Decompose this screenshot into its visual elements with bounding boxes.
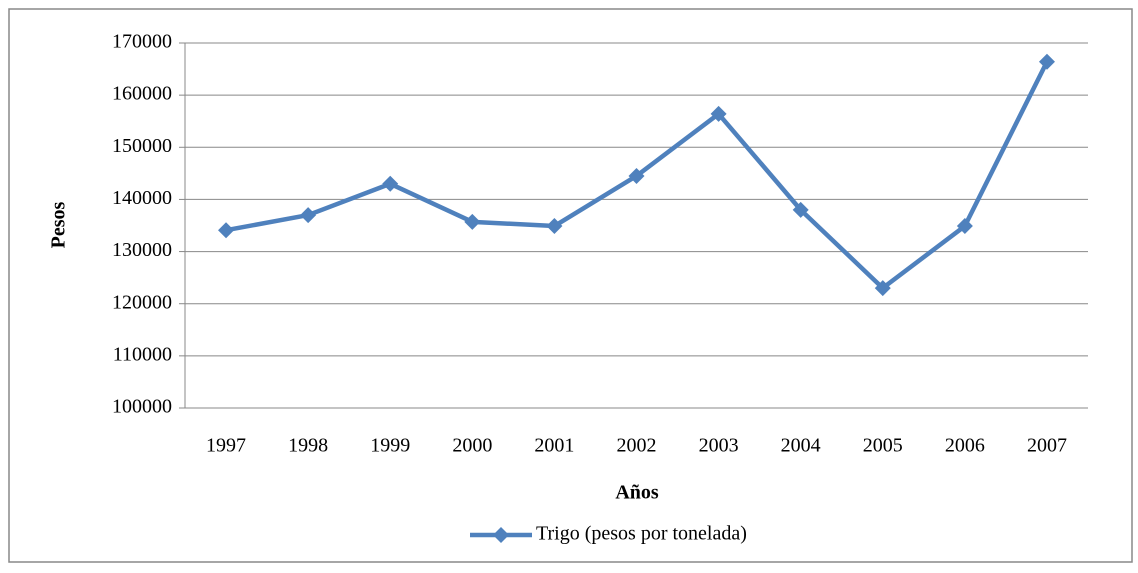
marker [300, 207, 317, 224]
marker [874, 280, 891, 297]
x-tick-label: 2004 [781, 435, 821, 457]
chart-frame [8, 8, 1133, 563]
marker [1038, 53, 1055, 70]
x-tick-label: 2005 [863, 435, 903, 457]
y-tick-label: 110000 [113, 343, 172, 365]
legend-label: Trigo (pesos por tonelada) [536, 523, 747, 545]
x-tick-label: 2002 [617, 435, 657, 457]
y-tick-label: 120000 [112, 291, 172, 313]
y-tick-label: 130000 [112, 239, 172, 261]
marker [792, 201, 809, 218]
x-tick-label: 1998 [288, 435, 328, 457]
marker [628, 167, 645, 184]
x-tick-label: 2003 [699, 435, 739, 457]
marker [710, 105, 727, 122]
x-tick-label: 1997 [206, 435, 246, 457]
x-tick-label: 2001 [534, 435, 574, 457]
legend-marker [493, 527, 509, 543]
x-tick-label: 2006 [945, 435, 985, 457]
marker [218, 222, 235, 239]
x-tick-label: 2007 [1027, 435, 1067, 457]
x-tick-label: 1999 [370, 435, 410, 457]
y-tick-label: 160000 [112, 83, 172, 105]
y-tick-label: 140000 [112, 187, 172, 209]
x-axis-title: Años [615, 482, 659, 504]
marker [956, 218, 973, 235]
y-tick-label: 170000 [112, 31, 172, 53]
y-tick-label: 150000 [112, 135, 172, 157]
marker [546, 218, 563, 235]
y-tick-label: 100000 [112, 396, 172, 418]
x-tick-label: 2000 [452, 435, 492, 457]
y-axis-title: Pesos [48, 201, 70, 248]
marker [382, 175, 399, 192]
marker [464, 213, 481, 230]
